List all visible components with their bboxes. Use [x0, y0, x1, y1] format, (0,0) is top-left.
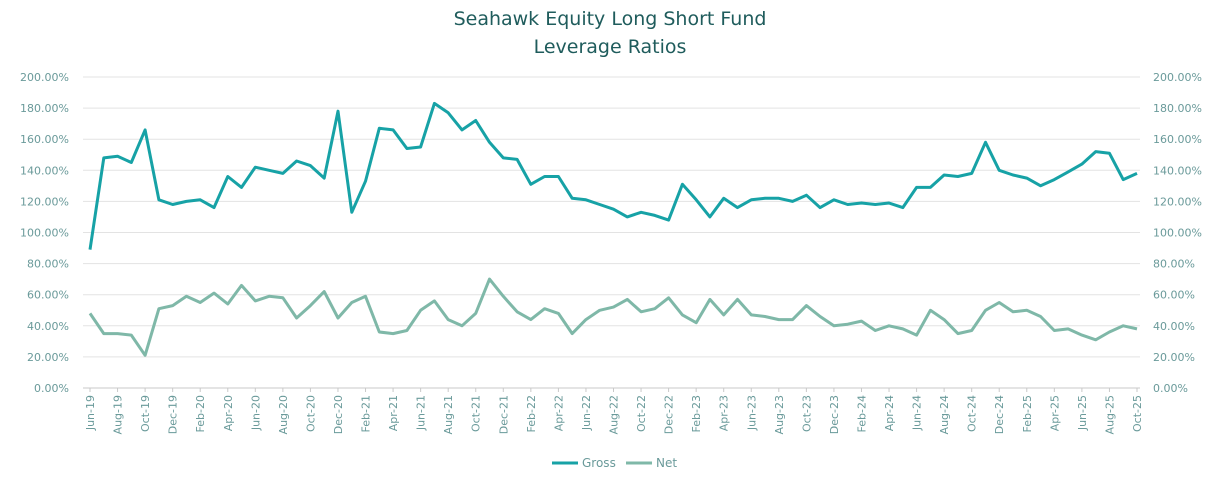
legend-gross-label[interactable]: Gross: [582, 456, 616, 470]
y-tick-label-right: 180.00%: [1153, 102, 1202, 115]
x-tick-label: Dec-23: [828, 395, 841, 434]
gridlines: [83, 76, 1140, 389]
y-tick-label-right: 140.00%: [1153, 164, 1202, 177]
x-tick-label: Jun-20: [249, 395, 262, 431]
y-tick-label-left: 160.00%: [20, 133, 69, 146]
x-tick-label: Dec-19: [167, 395, 180, 434]
x-tick-label: Aug-20: [277, 395, 290, 434]
x-tick-label: Oct-21: [470, 395, 483, 432]
x-tick-label: Feb-24: [855, 395, 868, 432]
legend-net-label[interactable]: Net: [656, 456, 677, 470]
y-axis-right: 0.00% 20.00% 40.00% 60.00% 80.00% 100.00% 120.…: [1153, 71, 1202, 395]
x-tick-label: Dec-22: [663, 395, 676, 434]
series-lines: [88, 101, 1138, 357]
x-tick-label: Aug-21: [442, 395, 455, 434]
x-tick-label: Jun-24: [911, 395, 924, 431]
y-tick-label-right: 80.00%: [1153, 258, 1195, 271]
x-tick-label: Dec-20: [332, 395, 345, 434]
series-line-gross[interactable]: [88, 101, 1138, 250]
x-tick-label: Aug-23: [773, 395, 786, 434]
x-tick-label: Jun-19: [84, 395, 97, 431]
y-tick-label-left: 20.00%: [27, 351, 69, 364]
x-tick-label: Apr-23: [718, 395, 731, 431]
x-tick-label: Oct-19: [139, 395, 152, 432]
x-tick-label: Apr-22: [552, 395, 565, 431]
x-tick-label: Oct-23: [800, 395, 813, 432]
y-tick-label-left: 140.00%: [20, 164, 69, 177]
y-axis-left: 0.00% 20.00% 40.00% 60.00% 80.00% 100.00% 120.…: [20, 71, 69, 395]
x-tick-label: Apr-20: [222, 395, 235, 431]
x-tick-label: Oct-22: [635, 395, 648, 432]
y-tick-label-left: 40.00%: [27, 320, 69, 333]
series-line-net[interactable]: [88, 277, 1138, 357]
y-tick-label-right: 0.00%: [1153, 382, 1188, 395]
chart-title: Seahawk Equity Long Short Fund: [454, 8, 767, 30]
x-tick-label: Feb-25: [1021, 395, 1034, 432]
y-tick-label-right: 20.00%: [1153, 351, 1195, 364]
y-tick-label-right: 160.00%: [1153, 133, 1202, 146]
x-tick-label: Oct-20: [304, 395, 317, 432]
x-tick-label: Feb-20: [194, 395, 207, 432]
x-tick-label: Dec-21: [497, 395, 510, 434]
x-tick-label: Jun-23: [745, 395, 758, 431]
x-tick-label: Apr-25: [1048, 395, 1061, 431]
x-tick-label: Jun-22: [580, 395, 593, 431]
x-tick-label: Jun-21: [415, 395, 428, 431]
x-tick-label: Oct-25: [1131, 395, 1144, 432]
y-tick-label-left: 80.00%: [27, 258, 69, 271]
y-tick-label-left: 0.00%: [34, 382, 69, 395]
y-tick-label-left: 60.00%: [27, 289, 69, 302]
x-tick-label: Apr-21: [387, 395, 400, 431]
y-tick-label-right: 40.00%: [1153, 320, 1195, 333]
x-tick-label: Dec-24: [993, 395, 1006, 434]
y-tick-label-right: 60.00%: [1153, 289, 1195, 302]
x-tick-label: Aug-25: [1103, 395, 1116, 434]
x-tick-label: Feb-23: [690, 395, 703, 432]
x-tick-label: Feb-22: [525, 395, 538, 432]
x-tick-label: Aug-24: [938, 395, 951, 434]
x-tick-label: Oct-24: [966, 395, 979, 432]
x-tick-label: Aug-22: [608, 395, 621, 434]
x-tick-label: Aug-19: [112, 395, 125, 434]
x-tick-label: Jun-25: [1076, 395, 1089, 431]
y-tick-label-left: 100.00%: [20, 227, 69, 240]
x-tick-label: Feb-21: [360, 395, 373, 432]
legend: Gross Net: [552, 456, 677, 470]
y-tick-label-left: 120.00%: [20, 195, 69, 208]
y-tick-label-right: 100.00%: [1153, 227, 1202, 240]
x-tick-label: Apr-24: [883, 395, 896, 431]
y-tick-label-left: 180.00%: [20, 102, 69, 115]
y-tick-label-right: 200.00%: [1153, 71, 1202, 84]
y-tick-label-left: 200.00%: [20, 71, 69, 84]
chart-subtitle: Leverage Ratios: [534, 36, 687, 58]
x-axis: Jun-19 Aug-19 Oct-19 Dec-19 Feb-20 Apr-20 Jun-…: [84, 388, 1144, 434]
y-tick-label-right: 120.00%: [1153, 195, 1202, 208]
